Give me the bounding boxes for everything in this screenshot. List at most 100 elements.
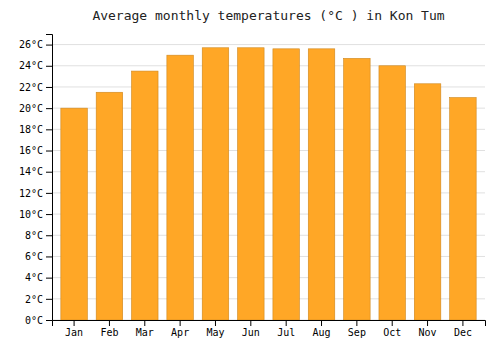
- bar: [132, 71, 159, 320]
- title: Average monthly temperatures (°C ) in Ko…: [92, 8, 444, 23]
- x-tick-mark: [356, 320, 357, 326]
- y-tick-label: 18°C: [19, 124, 43, 135]
- y-tick: 8°C: [25, 230, 52, 241]
- x-tick-label: Aug: [312, 327, 330, 338]
- x-tick-label: Dec: [454, 327, 472, 338]
- y-tick: 20°C: [19, 103, 52, 114]
- plot: 0°C 2°C 4°C 6°C 8°C 10°C 12°C 14°C 16°C 18°C 20°C 2…: [19, 35, 486, 339]
- x-tick-mark: [392, 320, 393, 326]
- y-tick: 0°C: [25, 315, 52, 326]
- x-tick-label: Apr: [171, 327, 189, 338]
- x-tick-label: May: [206, 327, 224, 338]
- y-tick-label: 8°C: [25, 230, 43, 241]
- y-tick: 14°C: [19, 166, 52, 177]
- y-tick-mark: [46, 278, 52, 279]
- x-tick-label: Jun: [242, 327, 260, 338]
- y-tick-label: 4°C: [25, 272, 43, 283]
- y-axis-line: [46, 35, 53, 321]
- y-tick: 2°C: [25, 294, 52, 305]
- x-tick-mark: [144, 320, 145, 326]
- y-tick: 10°C: [19, 209, 52, 220]
- y-axis: 0°C 2°C 4°C 6°C 8°C 10°C 12°C 14°C 16°C 18°C 20°C 2…: [19, 35, 53, 326]
- x-tick: Oct: [383, 320, 401, 338]
- x-tick-label: Nov: [419, 327, 437, 338]
- x-tick: Apr: [171, 320, 189, 338]
- y-tick-label: 16°C: [19, 145, 43, 156]
- y-tick-mark: [46, 87, 52, 88]
- y-tick-label: 24°C: [19, 60, 43, 71]
- x-tick-mark: [109, 320, 110, 326]
- y-tick: 18°C: [19, 124, 52, 135]
- bar: [96, 92, 123, 320]
- x-tick: Mar: [136, 320, 154, 338]
- y-tick: 16°C: [19, 145, 52, 156]
- y-tick-mark: [46, 66, 52, 67]
- bar: [379, 66, 406, 320]
- x-tick-label: Oct: [383, 327, 401, 338]
- x-tick: Aug: [312, 320, 330, 338]
- y-tick-mark: [46, 320, 52, 321]
- y-tick-label: 20°C: [19, 103, 43, 114]
- bar: [202, 48, 229, 320]
- x-tick: Jan: [65, 320, 83, 338]
- y-tick-label: 22°C: [19, 82, 43, 93]
- x-tick: Sep: [348, 320, 366, 338]
- marks: [61, 48, 476, 320]
- y-tick-label: 12°C: [19, 188, 43, 199]
- bar: [450, 98, 477, 320]
- x-tick: Dec: [454, 320, 472, 338]
- y-tick-mark: [46, 151, 52, 152]
- grid: [52, 45, 485, 320]
- x-tick-label: Sep: [348, 327, 366, 338]
- grid-line: [52, 65, 485, 66]
- x-tick-mark: [215, 320, 216, 326]
- x-axis-line: [53, 321, 486, 327]
- y-tick-mark: [46, 172, 52, 173]
- bar: [308, 49, 335, 320]
- y-tick-label: 6°C: [25, 251, 43, 262]
- y-tick-mark: [46, 214, 52, 215]
- grid-line: [52, 44, 485, 45]
- y-tick: 22°C: [19, 82, 52, 93]
- x-tick: May: [206, 320, 224, 338]
- x-axis: Jan Feb Mar Apr May Jun Jul Aug Sep Oct Nov Dec: [53, 320, 486, 338]
- x-tick-label: Feb: [100, 327, 118, 338]
- y-tick-label: 10°C: [19, 209, 43, 220]
- y-tick-mark: [46, 129, 52, 130]
- x-tick-label: Mar: [136, 327, 154, 338]
- y-tick: 6°C: [25, 251, 52, 262]
- y-tick-label: 14°C: [19, 166, 43, 177]
- bar: [414, 84, 441, 320]
- x-tick: Nov: [419, 320, 437, 338]
- y-tick-label: 26°C: [19, 39, 43, 50]
- x-tick: Jun: [242, 320, 260, 338]
- y-tick-mark: [46, 256, 52, 257]
- bar: [238, 48, 265, 320]
- y-tick-label: 0°C: [25, 315, 43, 326]
- x-tick-mark: [250, 320, 251, 326]
- bar: [167, 55, 194, 320]
- bar: [344, 58, 371, 320]
- x-tick-mark: [180, 320, 181, 326]
- y-tick-mark: [46, 235, 52, 236]
- y-tick: 26°C: [19, 39, 52, 50]
- y-tick: 12°C: [19, 188, 52, 199]
- y-tick: 4°C: [25, 272, 52, 283]
- x-tick-mark: [74, 320, 75, 326]
- y-tick: 24°C: [19, 60, 52, 71]
- x-tick-mark: [286, 320, 287, 326]
- chart: 0°C 2°C 4°C 6°C 8°C 10°C 12°C 14°C 16°C 18°C 20°C 2…: [0, 0, 500, 350]
- y-tick-mark: [46, 108, 52, 109]
- x-tick: Feb: [100, 320, 118, 338]
- bar: [61, 108, 88, 320]
- x-tick: Jul: [277, 320, 295, 338]
- x-tick-label: Jan: [65, 327, 83, 338]
- x-tick-mark: [427, 320, 428, 326]
- x-tick-mark: [462, 320, 463, 326]
- x-tick-mark: [321, 320, 322, 326]
- bar: [273, 49, 300, 320]
- y-tick-mark: [46, 45, 52, 46]
- y-tick-mark: [46, 193, 52, 194]
- y-tick-mark: [46, 299, 52, 300]
- y-tick-label: 2°C: [25, 294, 43, 305]
